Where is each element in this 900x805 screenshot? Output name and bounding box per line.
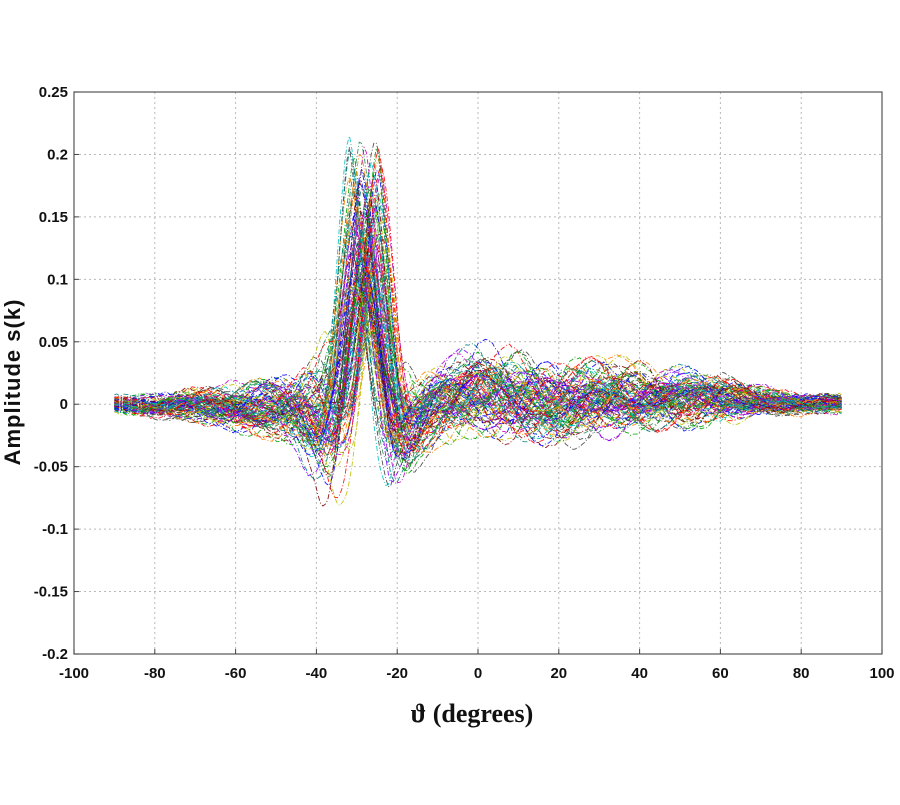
series-line bbox=[114, 180, 842, 507]
series-line bbox=[114, 264, 842, 460]
series-line bbox=[114, 192, 842, 463]
x-tick-label: -40 bbox=[306, 665, 328, 682]
series-line bbox=[114, 233, 842, 451]
series-traces bbox=[114, 135, 842, 507]
series-line bbox=[114, 241, 842, 483]
series-line bbox=[114, 195, 842, 449]
x-tick-label: 20 bbox=[550, 665, 567, 682]
series-line bbox=[114, 174, 842, 452]
x-axis-label: ϑ (degrees) bbox=[411, 699, 534, 728]
series-line bbox=[114, 188, 842, 475]
series-line bbox=[114, 272, 842, 454]
y-tick-label: -0.1 bbox=[42, 521, 68, 538]
y-tick-label: 0 bbox=[60, 396, 68, 413]
series-line bbox=[114, 169, 842, 486]
x-tick-label: -20 bbox=[386, 665, 408, 682]
y-tick-label: 0.15 bbox=[39, 209, 68, 226]
series-line bbox=[114, 274, 842, 428]
y-tick-label: -0.2 bbox=[42, 646, 68, 663]
series-line bbox=[114, 193, 842, 468]
y-tick-label: 0.25 bbox=[39, 84, 68, 101]
y-tick-label: -0.15 bbox=[34, 584, 68, 601]
y-axis-ticks: -0.2 -0.15 -0.1 -0.05 0 0.05 0.1 0.15 0.2 0.25 bbox=[34, 84, 79, 663]
series-line bbox=[114, 187, 842, 484]
series-line bbox=[114, 191, 842, 452]
series-line bbox=[114, 285, 842, 444]
y-tick-label: 0.1 bbox=[47, 271, 68, 288]
x-tick-label: -80 bbox=[144, 665, 166, 682]
x-tick-label: 60 bbox=[712, 665, 729, 682]
series-line bbox=[114, 175, 842, 446]
series-line bbox=[114, 147, 842, 472]
series-line bbox=[114, 235, 842, 465]
series-line bbox=[114, 161, 842, 425]
x-tick-label: 100 bbox=[869, 665, 894, 682]
series-line bbox=[114, 141, 842, 446]
x-tick-label: -100 bbox=[59, 665, 89, 682]
x-tick-label: -60 bbox=[225, 665, 247, 682]
x-tick-label: 80 bbox=[793, 665, 810, 682]
x-tick-label: 0 bbox=[474, 665, 482, 682]
x-axis-ticks: -100 -80 -60 -40 -20 0 20 40 60 80 100 bbox=[59, 649, 895, 682]
series-line bbox=[114, 276, 842, 440]
series-line bbox=[114, 163, 842, 448]
y-tick-label: 0.2 bbox=[47, 146, 68, 163]
y-tick-label: 0.05 bbox=[39, 334, 68, 351]
series-line bbox=[114, 271, 842, 454]
series-line bbox=[114, 239, 842, 436]
series-line bbox=[114, 291, 842, 417]
series-line bbox=[114, 210, 842, 442]
x-tick-label: 40 bbox=[631, 665, 648, 682]
series-line bbox=[114, 180, 842, 428]
series-line bbox=[114, 189, 842, 441]
y-tick-label: -0.05 bbox=[34, 459, 68, 476]
series-line bbox=[114, 243, 842, 442]
y-axis-label: Amplitude s(k) bbox=[0, 299, 25, 466]
series-line bbox=[114, 169, 842, 435]
